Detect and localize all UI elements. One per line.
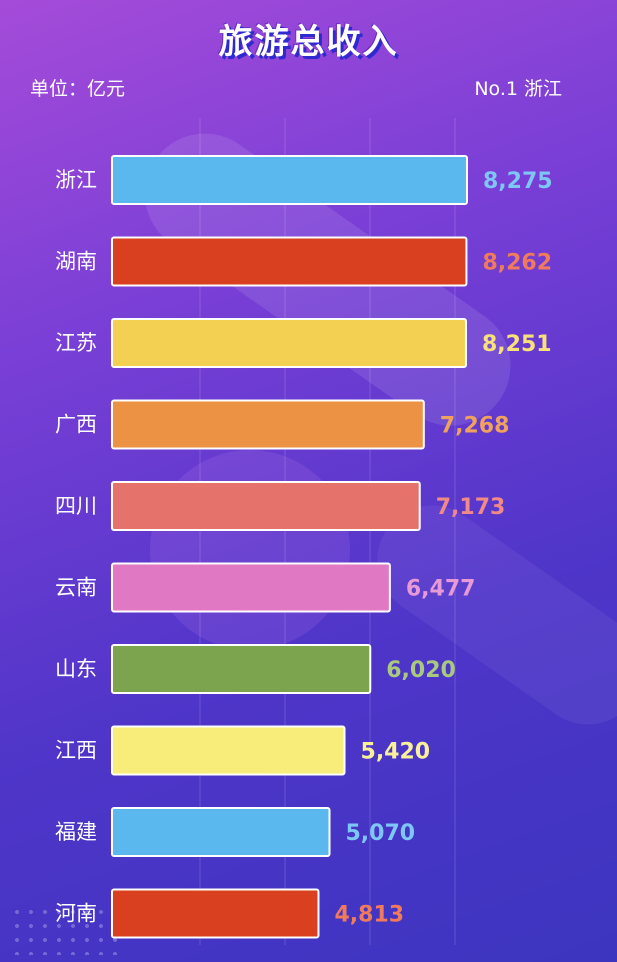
bar [111, 562, 391, 613]
category-label: 福建 [55, 820, 97, 844]
bar [111, 481, 421, 531]
bar [111, 318, 467, 368]
bar [111, 155, 468, 205]
unit-label: 单位：亿元 [30, 78, 126, 100]
category-label: 广西 [55, 413, 97, 437]
value-label: 4,813 [334, 903, 404, 928]
value-label: 6,477 [406, 577, 476, 602]
category-label: 江西 [55, 739, 97, 763]
value-label: 7,268 [440, 414, 510, 439]
category-label: 江苏 [55, 331, 97, 355]
bar [111, 236, 468, 287]
bar [111, 644, 372, 694]
category-label: 湖南 [55, 250, 97, 274]
top-rank-label: No.1 浙江 [474, 78, 562, 100]
value-label: 5,070 [346, 821, 416, 846]
category-label: 浙江 [55, 168, 97, 192]
bar [111, 725, 346, 776]
bar [111, 888, 320, 939]
bar [111, 807, 331, 857]
bar [111, 399, 425, 450]
category-label: 云南 [55, 576, 97, 600]
value-label: 8,262 [482, 251, 552, 276]
value-label: 7,173 [436, 495, 506, 520]
value-label: 6,020 [386, 658, 456, 683]
category-label: 山东 [55, 657, 97, 681]
chart-title: 旅游总收入 [218, 22, 399, 62]
category-label: 河南 [55, 902, 97, 926]
value-label: 8,275 [483, 169, 553, 194]
value-label: 5,420 [361, 740, 431, 765]
category-label: 四川 [55, 494, 97, 518]
value-label: 8,251 [482, 332, 552, 357]
